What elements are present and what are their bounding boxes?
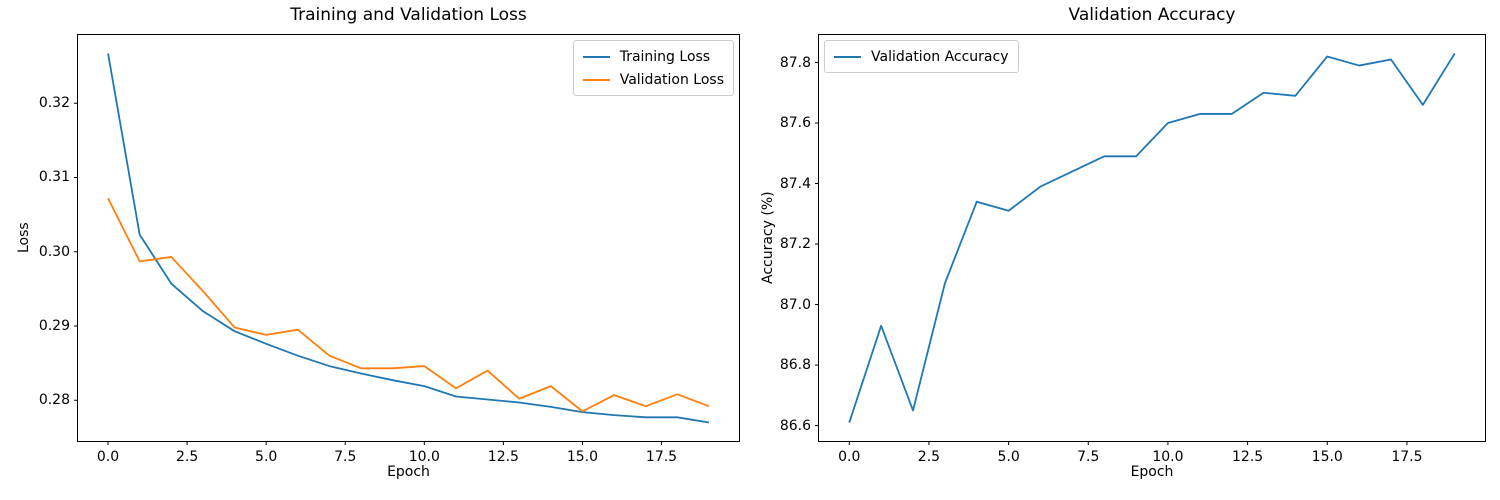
training-loss-line — [107, 53, 710, 424]
y-tick-label: 87.6 — [779, 115, 811, 132]
plot-area: Training Loss Validation Loss 0.0 2.5 5.0 7.… — [39, 34, 740, 465]
validation-accuracy-legend-line-icon — [834, 55, 861, 58]
y-axis-label: Loss — [16, 222, 32, 254]
legend-label: Training Loss — [619, 48, 711, 65]
x-tick-label: 12.5 — [487, 449, 519, 465]
chart-title: Training and Validation Loss — [290, 5, 527, 25]
y-tick-label: 0.32 — [38, 95, 70, 112]
x-tick-label: 2.5 — [175, 449, 199, 465]
validation-loss-line — [107, 197, 710, 413]
x-tick-label: 7.5 — [1077, 449, 1100, 465]
y-axis-label: Accuracy (%) — [760, 191, 776, 285]
accuracy-chart: Validation Accuracy Accuracy (%) Validat… — [750, 0, 1500, 500]
x-tick-label: 5.0 — [255, 449, 278, 465]
x-tick-label: 17.5 — [645, 449, 678, 465]
x-tick-label: 17.5 — [1391, 449, 1423, 465]
plot-canvas — [74, 53, 710, 445]
chart-title: Validation Accuracy — [1068, 5, 1236, 25]
x-tick-label: 10.0 — [1152, 449, 1184, 465]
y-tick-label: 87.2 — [779, 236, 811, 253]
plot-canvas — [815, 52, 1456, 445]
legend-label: Validation Loss — [619, 71, 724, 88]
x-tick-label: 2.5 — [917, 449, 941, 465]
x-axis-label: Epoch — [1130, 464, 1174, 480]
legend: Training Loss Validation Loss — [572, 40, 734, 96]
legend-entry: Validation Loss — [582, 68, 724, 91]
y-tick-label: 0.29 — [38, 317, 70, 334]
x-tick-label: 0.0 — [96, 449, 120, 465]
x-axis-label: Epoch — [387, 464, 430, 480]
legend-label: Validation Accuracy — [871, 48, 1009, 65]
x-tick-label: 15.0 — [1311, 449, 1343, 465]
y-tick-label: 87.8 — [779, 54, 811, 71]
plot-area: Validation Accuracy 0.0 2.5 5.0 7.5 10.0 12.5… — [780, 34, 1486, 465]
training-loss-legend-line-icon — [582, 55, 610, 58]
x-tick-label: 7.5 — [334, 449, 357, 465]
y-tick-label: 87.4 — [779, 175, 811, 192]
legend: Validation Accuracy — [824, 40, 1019, 73]
legend-entry: Training Loss — [582, 45, 724, 68]
y-tick-label: 0.28 — [38, 392, 70, 409]
y-tick-label: 0.30 — [38, 243, 70, 260]
y-tick-label: 86.8 — [779, 357, 811, 374]
y-tick-label: 87.0 — [779, 296, 811, 313]
x-tick-label: 15.0 — [566, 449, 599, 465]
x-tick-label: 12.5 — [1232, 449, 1264, 465]
legend-entry: Validation Accuracy — [834, 45, 1009, 68]
x-tick-label: 0.0 — [838, 449, 861, 465]
y-tick-label: 86.6 — [779, 417, 811, 434]
x-tick-label: 10.0 — [408, 449, 440, 465]
x-tick-label: 5.0 — [997, 449, 1020, 465]
validation-loss-legend-line-icon — [582, 78, 610, 81]
y-tick-label: 0.31 — [38, 169, 70, 186]
loss-chart: Training and Validation Loss Loss Traini… — [16, 5, 740, 480]
validation-accuracy-line — [848, 52, 1456, 423]
